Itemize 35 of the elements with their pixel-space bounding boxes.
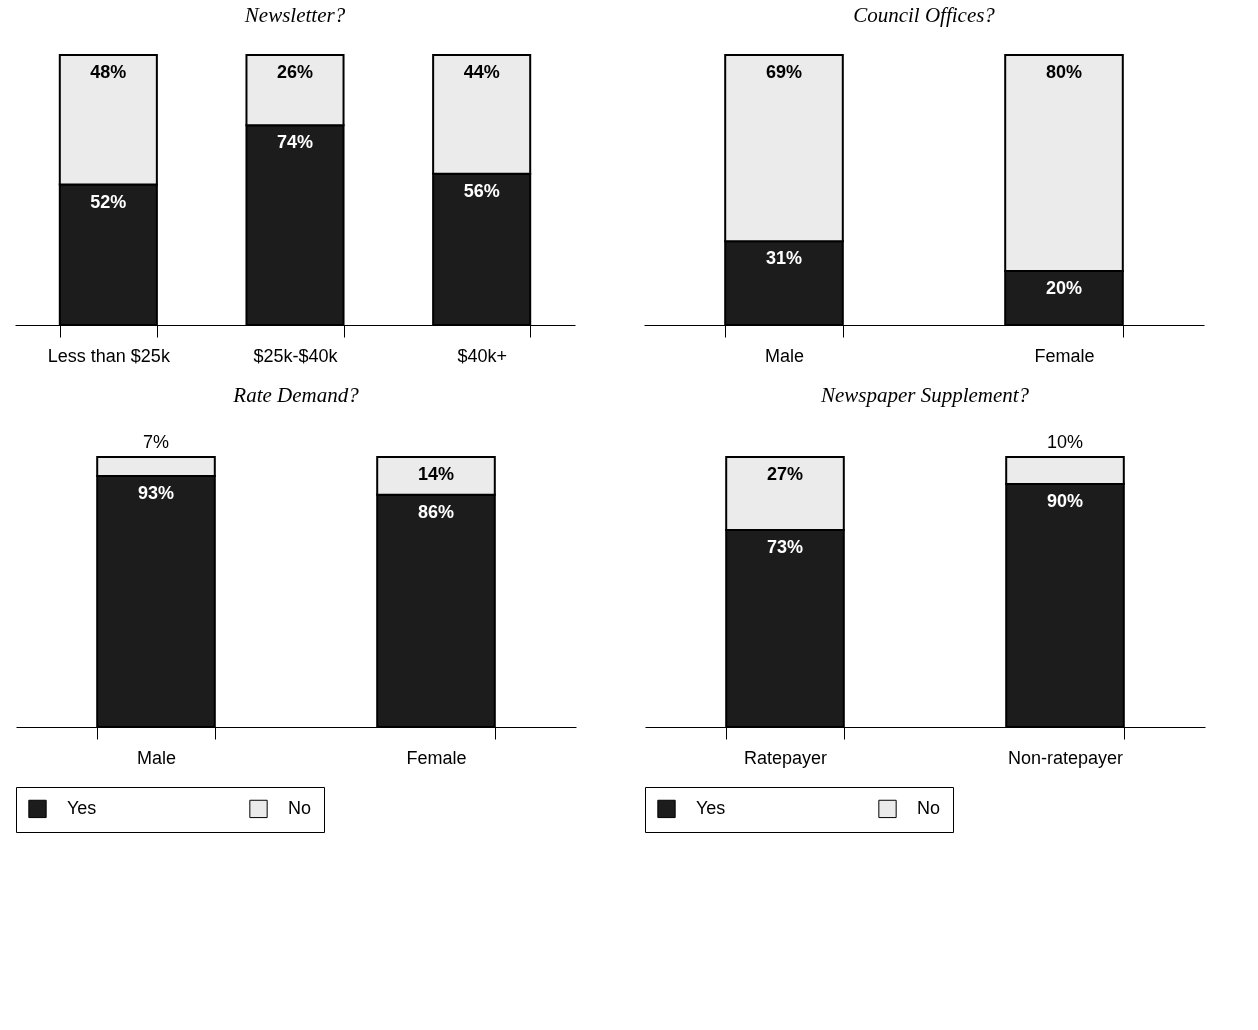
data-label: 20% [1045, 278, 1083, 298]
data-label: 73% [766, 536, 804, 557]
x-tick-label: Ratepayer [743, 747, 828, 768]
chart-title: Newsletter? [243, 3, 346, 27]
chart-title: Newspaper Supplement? [819, 383, 1030, 407]
data-label: 10% [1046, 432, 1084, 452]
data-label: 44% [463, 62, 500, 82]
data-label: 93% [137, 482, 175, 503]
x-tick-label: Less than $25k [47, 345, 171, 366]
chart-title: Rate Demand? [232, 383, 360, 407]
legend-label: No [288, 797, 312, 818]
x-tick-label: Male [136, 747, 177, 768]
data-label: 48% [90, 62, 127, 82]
legend-label: Yes [67, 797, 97, 818]
chart-title: Council Offices? [853, 3, 996, 27]
data-label: 26% [276, 62, 314, 82]
x-tick-label: Female [406, 747, 467, 768]
data-label: 14% [417, 464, 455, 484]
data-label: 74% [276, 132, 314, 153]
x-tick-label: $40k+ [457, 345, 507, 366]
data-label: 56% [463, 180, 500, 201]
legend-label: No [917, 797, 941, 818]
data-label: 69% [765, 62, 803, 82]
data-label: 86% [417, 501, 455, 522]
x-tick-label: Male [764, 345, 805, 366]
data-label: 52% [90, 191, 127, 212]
data-label: 31% [765, 248, 803, 269]
data-label: 90% [1046, 491, 1084, 511]
data-label: 80% [1045, 62, 1083, 82]
legend-label: Yes [696, 797, 726, 818]
x-tick-label: Non-ratepayer [1007, 747, 1124, 768]
data-label: 7% [142, 432, 170, 452]
data-label: 27% [766, 464, 804, 484]
x-tick-label: Female [1034, 345, 1095, 366]
x-tick-label: $25k-$40k [253, 345, 339, 366]
